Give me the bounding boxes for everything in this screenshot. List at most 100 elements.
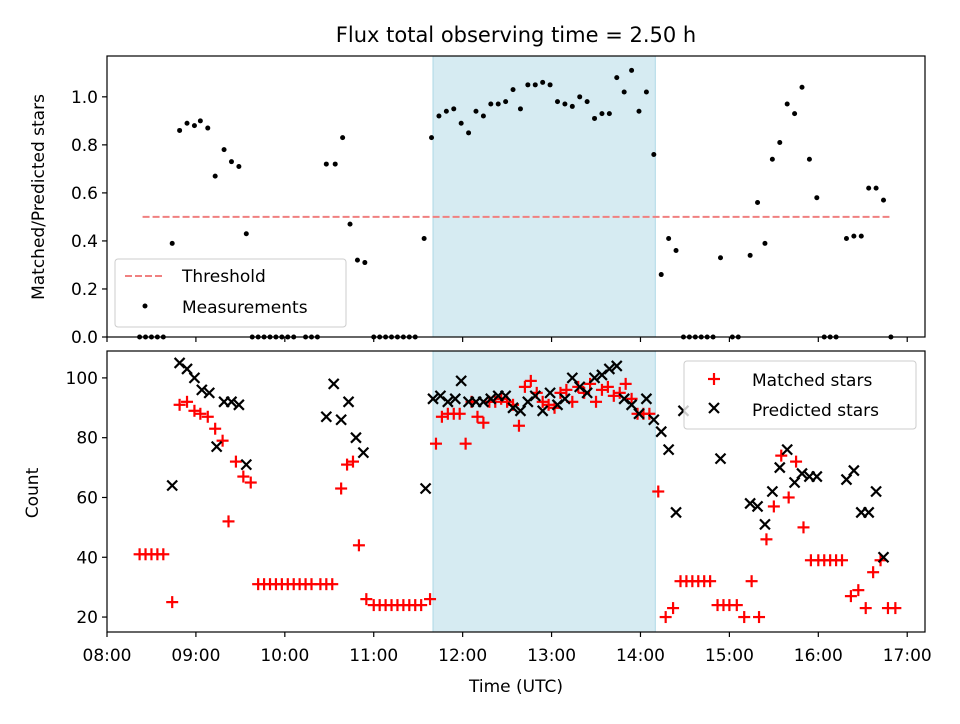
measurement-point (643, 89, 649, 95)
measurement-point (228, 159, 234, 165)
predicted-star-point (455, 375, 467, 387)
legend-predicted-label: Predicted stars (752, 401, 879, 421)
matched-star-point (867, 566, 880, 579)
predicted-star-point (442, 396, 454, 408)
x-tick-label: 11:00 (349, 646, 398, 666)
predicted-star-point (507, 402, 519, 414)
predicted-star-point (536, 405, 549, 417)
measurement-point (584, 99, 590, 105)
predicted-star-point (796, 467, 808, 480)
measurement-point (866, 185, 872, 191)
matched-star-point (415, 599, 428, 612)
predicted-star-point (499, 390, 512, 402)
measurement-point (443, 108, 449, 114)
predicted-star-point (870, 485, 882, 498)
predicted-star-point (203, 387, 216, 399)
matched-star-point (237, 470, 250, 483)
matched-star-point (335, 482, 348, 495)
y-tick-label: 0.6 (71, 184, 98, 204)
y-tick-label: 0.8 (71, 136, 98, 156)
matched-star-point (453, 407, 466, 420)
matched-star-point (222, 515, 235, 528)
y-tick-label: 20 (76, 608, 98, 628)
matched-star-point (643, 407, 656, 420)
measurement-point (197, 118, 203, 124)
measurement-point (436, 113, 442, 119)
ratio-plot-frame (106, 55, 926, 338)
measurement-point (762, 240, 768, 246)
measurement-point (323, 161, 329, 167)
x-tick-label: 12:00 (438, 646, 487, 666)
predicted-star-point (529, 390, 542, 402)
measurement-point (592, 115, 598, 121)
measurement-point (599, 111, 605, 117)
matched-star-point (584, 377, 597, 390)
measurement-point (777, 139, 783, 145)
predicted-star-point (196, 384, 208, 396)
measurement-point (614, 75, 620, 81)
predicted-star-point (781, 443, 793, 456)
matched-star-point (782, 491, 795, 504)
legend-measurements-swatch (142, 303, 148, 309)
predicted-star-point (514, 405, 527, 417)
ratio-panel: 0.0 0.2 0.4 0.6 0.8 1.0 Matched/Predicted sta… (29, 55, 926, 348)
measurement-point (451, 106, 457, 112)
y-tick-label: 40 (76, 548, 98, 568)
predicted-stars-points (166, 357, 890, 564)
matched-star-point (157, 548, 170, 561)
matched-star-point (471, 410, 484, 423)
measurement-point (243, 231, 249, 237)
ratio-x-ticks (106, 337, 908, 342)
predicted-star-point (788, 476, 801, 489)
measurement-point (488, 101, 494, 107)
x-axis-label: Time (UTC) (468, 677, 563, 697)
predicted-star-point (751, 500, 764, 513)
x-tick-label: 10:00 (260, 646, 309, 666)
matched-star-point (613, 386, 626, 399)
matched-star-point (797, 521, 810, 534)
measurement-point (651, 151, 657, 157)
predicted-star-point (485, 393, 497, 405)
measurement-point (792, 111, 798, 117)
predicted-star-point (714, 452, 727, 465)
predicted-star-point (181, 363, 193, 375)
matched-star-point (512, 419, 525, 432)
matched-star-point (524, 374, 537, 387)
measurement-point (814, 195, 820, 201)
measurement-point (769, 156, 775, 162)
legend-matched-swatch (708, 373, 720, 385)
matched-star-point (859, 602, 872, 615)
x-tick-label: 17:00 (883, 646, 932, 666)
predicted-star-point (357, 446, 370, 459)
x-tick-label: 14:00 (616, 646, 665, 666)
matched-star-point (459, 437, 472, 450)
measurement-point (495, 101, 501, 107)
matched-star-point (326, 578, 339, 591)
predicted-star-point (225, 396, 238, 408)
measurement-point (362, 260, 368, 266)
measurement-point (636, 108, 642, 114)
measurement-point (236, 163, 242, 169)
matched-star-point (173, 398, 186, 411)
predicted-star-point (662, 443, 675, 456)
count-legend: Matched stars Predicted stars (683, 360, 917, 430)
predicted-star-point (759, 518, 771, 531)
matched-star-point (346, 455, 359, 468)
measurement-point (503, 99, 509, 105)
predicted-star-point (862, 506, 875, 519)
measurement-point (851, 233, 857, 239)
matched-star-point (889, 602, 902, 615)
matched-star-point (767, 500, 780, 513)
matched-star-point (852, 584, 865, 597)
x-tick-label: 13:00 (527, 646, 576, 666)
measurement-point (340, 135, 346, 141)
predicted-star-point (320, 410, 333, 423)
predicted-star-point (566, 372, 579, 384)
matched-star-point (704, 575, 717, 588)
measurement-point (177, 127, 183, 133)
matched-star-point (341, 458, 354, 471)
measurement-point (666, 236, 672, 242)
predicted-star-point (210, 440, 223, 453)
predicted-star-point (625, 399, 638, 411)
predicted-star-point (240, 458, 253, 471)
